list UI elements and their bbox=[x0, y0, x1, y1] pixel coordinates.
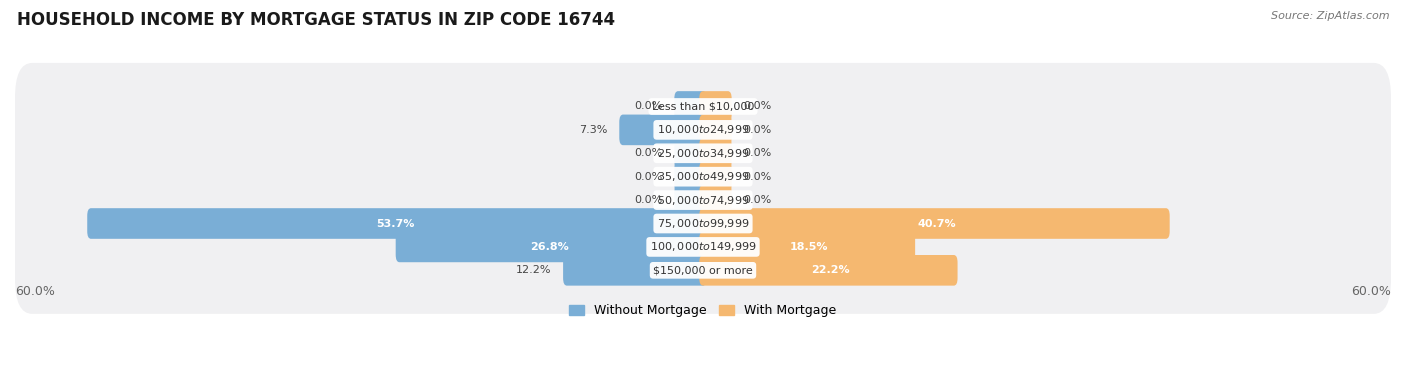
Text: 0.0%: 0.0% bbox=[634, 101, 662, 112]
Text: 40.7%: 40.7% bbox=[917, 219, 956, 228]
FancyBboxPatch shape bbox=[699, 138, 731, 169]
FancyBboxPatch shape bbox=[619, 115, 707, 145]
Text: 60.0%: 60.0% bbox=[15, 285, 55, 298]
Text: 0.0%: 0.0% bbox=[744, 172, 772, 182]
FancyBboxPatch shape bbox=[675, 185, 707, 215]
Text: $10,000 to $24,999: $10,000 to $24,999 bbox=[657, 123, 749, 136]
FancyBboxPatch shape bbox=[87, 208, 707, 239]
FancyBboxPatch shape bbox=[699, 231, 915, 262]
Text: HOUSEHOLD INCOME BY MORTGAGE STATUS IN ZIP CODE 16744: HOUSEHOLD INCOME BY MORTGAGE STATUS IN Z… bbox=[17, 11, 614, 29]
Text: $75,000 to $99,999: $75,000 to $99,999 bbox=[657, 217, 749, 230]
FancyBboxPatch shape bbox=[699, 115, 731, 145]
Text: 60.0%: 60.0% bbox=[1351, 285, 1391, 298]
Text: 0.0%: 0.0% bbox=[634, 172, 662, 182]
Text: 0.0%: 0.0% bbox=[744, 101, 772, 112]
FancyBboxPatch shape bbox=[699, 161, 731, 192]
Text: 18.5%: 18.5% bbox=[790, 242, 828, 252]
Text: 22.2%: 22.2% bbox=[811, 265, 849, 275]
FancyBboxPatch shape bbox=[675, 91, 707, 122]
Text: 0.0%: 0.0% bbox=[634, 148, 662, 158]
Text: $35,000 to $49,999: $35,000 to $49,999 bbox=[657, 170, 749, 183]
FancyBboxPatch shape bbox=[15, 180, 1391, 267]
Text: 12.2%: 12.2% bbox=[516, 265, 551, 275]
Text: 0.0%: 0.0% bbox=[634, 195, 662, 205]
FancyBboxPatch shape bbox=[699, 255, 957, 286]
FancyBboxPatch shape bbox=[699, 91, 731, 122]
FancyBboxPatch shape bbox=[15, 110, 1391, 197]
Text: $150,000 or more: $150,000 or more bbox=[654, 265, 752, 275]
FancyBboxPatch shape bbox=[15, 86, 1391, 173]
FancyBboxPatch shape bbox=[15, 203, 1391, 290]
Text: 7.3%: 7.3% bbox=[579, 125, 607, 135]
Text: 0.0%: 0.0% bbox=[744, 148, 772, 158]
FancyBboxPatch shape bbox=[395, 231, 707, 262]
FancyBboxPatch shape bbox=[675, 161, 707, 192]
Text: 0.0%: 0.0% bbox=[744, 195, 772, 205]
Text: $100,000 to $149,999: $100,000 to $149,999 bbox=[650, 241, 756, 253]
Text: Less than $10,000: Less than $10,000 bbox=[652, 101, 754, 112]
Text: $25,000 to $34,999: $25,000 to $34,999 bbox=[657, 147, 749, 160]
FancyBboxPatch shape bbox=[699, 208, 1170, 239]
Text: $50,000 to $74,999: $50,000 to $74,999 bbox=[657, 194, 749, 207]
FancyBboxPatch shape bbox=[675, 138, 707, 169]
Text: 0.0%: 0.0% bbox=[744, 125, 772, 135]
FancyBboxPatch shape bbox=[564, 255, 707, 286]
FancyBboxPatch shape bbox=[15, 227, 1391, 314]
FancyBboxPatch shape bbox=[699, 185, 731, 215]
Text: 26.8%: 26.8% bbox=[530, 242, 568, 252]
FancyBboxPatch shape bbox=[15, 156, 1391, 244]
Text: Source: ZipAtlas.com: Source: ZipAtlas.com bbox=[1271, 11, 1389, 21]
FancyBboxPatch shape bbox=[15, 63, 1391, 150]
FancyBboxPatch shape bbox=[15, 133, 1391, 220]
Text: 53.7%: 53.7% bbox=[375, 219, 415, 228]
Legend: Without Mortgage, With Mortgage: Without Mortgage, With Mortgage bbox=[564, 299, 842, 322]
